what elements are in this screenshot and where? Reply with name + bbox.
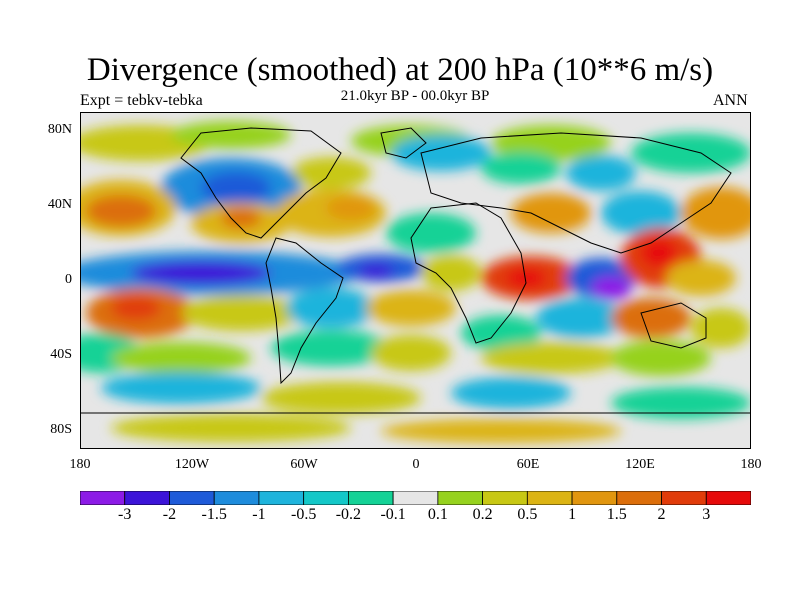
lat-label-80n: 80N (47, 122, 72, 137)
colorbar-swatch (526, 491, 573, 505)
colorbar-swatch (661, 491, 707, 505)
lon-label-180w: 180 (69, 457, 91, 472)
colorbar-label: -0.5 (290, 506, 317, 523)
lon-label-180e: 180 (740, 457, 762, 472)
colorbar-swatch (347, 491, 394, 505)
colorbar-label: 2 (657, 506, 666, 523)
colorbar (80, 491, 751, 505)
colorbar-swatch (437, 491, 483, 505)
colorbar-label: -0.1 (380, 506, 406, 523)
lon-label-0: 0 (412, 457, 420, 472)
period-label: 21.0kyr BP - 00.0kyr BP (340, 88, 490, 104)
colorbar-label: -2 (162, 506, 177, 523)
colorbar-swatch (482, 491, 528, 505)
lon-label-120w: 120W (174, 457, 210, 472)
colorbar-label: -1 (252, 506, 266, 523)
colorbar-label: 1.5 (606, 506, 627, 523)
colorbar-swatch (571, 491, 618, 505)
colorbar-swatch (392, 491, 439, 505)
colorbar-label: 0.2 (472, 506, 493, 523)
lon-label-60e: 60E (516, 457, 540, 472)
colorbar-swatch (303, 491, 349, 505)
lat-label-40s: 40S (50, 347, 72, 362)
lon-label-120e: 120E (625, 457, 655, 472)
colorbar-swatch (213, 491, 260, 505)
lon-label-60w: 60W (290, 457, 318, 472)
colorbar-swatch (169, 491, 215, 505)
lat-label-40n: 40N (47, 197, 72, 212)
map-field (81, 113, 750, 448)
season-label: ANN (713, 92, 748, 109)
colorbar-label: 3 (702, 506, 711, 523)
colorbar-label: -3 (118, 506, 132, 523)
colorbar-label: 0.5 (517, 506, 538, 523)
lat-label-80s: 80S (50, 422, 72, 437)
colorbar-swatch (705, 491, 751, 505)
colorbar-label: -0.2 (335, 506, 362, 523)
experiment-label: Expt = tebkv-tebka (80, 92, 203, 109)
colorbar-label: -1.5 (201, 506, 227, 523)
colorbar-swatch (124, 491, 170, 505)
colorbar-swatch (258, 491, 305, 505)
plot-title: Divergence (smoothed) at 200 hPa (10**6 … (86, 52, 714, 88)
colorbar-label: 1 (568, 506, 577, 523)
colorbar-label: 0.1 (427, 506, 448, 523)
colorbar-swatch (80, 491, 126, 505)
divergence-map (80, 112, 751, 449)
colorbar-swatch (616, 491, 662, 505)
lat-label-0: 0 (65, 272, 72, 287)
